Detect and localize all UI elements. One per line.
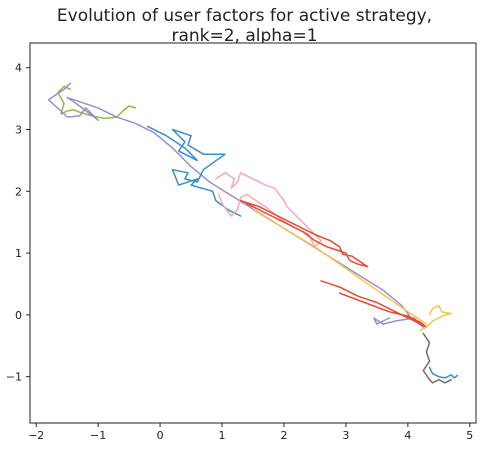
x-tick-label: 4: [404, 429, 411, 442]
chart-title-line-1: Evolution of user factors for active str…: [56, 6, 433, 26]
x-tick-label: 5: [466, 429, 473, 442]
plot-area: [30, 43, 476, 423]
y-tick-label: −1: [6, 371, 22, 384]
axes-layer: −2 −1 0 1 2 3 4 5 −1 0 1 2 3 4: [6, 42, 477, 442]
series-line-10: [422, 332, 452, 384]
chart-title-line-2: rank=2, alpha=1: [171, 26, 318, 46]
series-line-8: [419, 304, 452, 332]
plot-frame: [29, 42, 477, 424]
x-tick-label: 3: [342, 429, 349, 442]
x-tick-label: −2: [28, 429, 44, 442]
series-line-1: [57, 85, 137, 120]
series-layer: [47, 82, 459, 384]
x-tick-label: 0: [157, 429, 164, 442]
y-tick-label: 4: [15, 62, 22, 75]
series-line-4: [428, 366, 459, 379]
series-line-6: [239, 199, 369, 268]
plot-background: [30, 43, 476, 423]
y-tick-label: 1: [15, 247, 22, 260]
y-tick-label: 0: [15, 309, 22, 322]
x-tick-label: −1: [90, 429, 106, 442]
x-tick-label: 1: [219, 429, 226, 442]
series-line-3: [146, 125, 242, 217]
y-tick-label: 2: [15, 185, 22, 198]
y-tick-label: 3: [15, 124, 22, 137]
series-line-7: [320, 280, 428, 328]
series-line-9: [252, 209, 428, 325]
x-tick-label: 2: [280, 429, 287, 442]
